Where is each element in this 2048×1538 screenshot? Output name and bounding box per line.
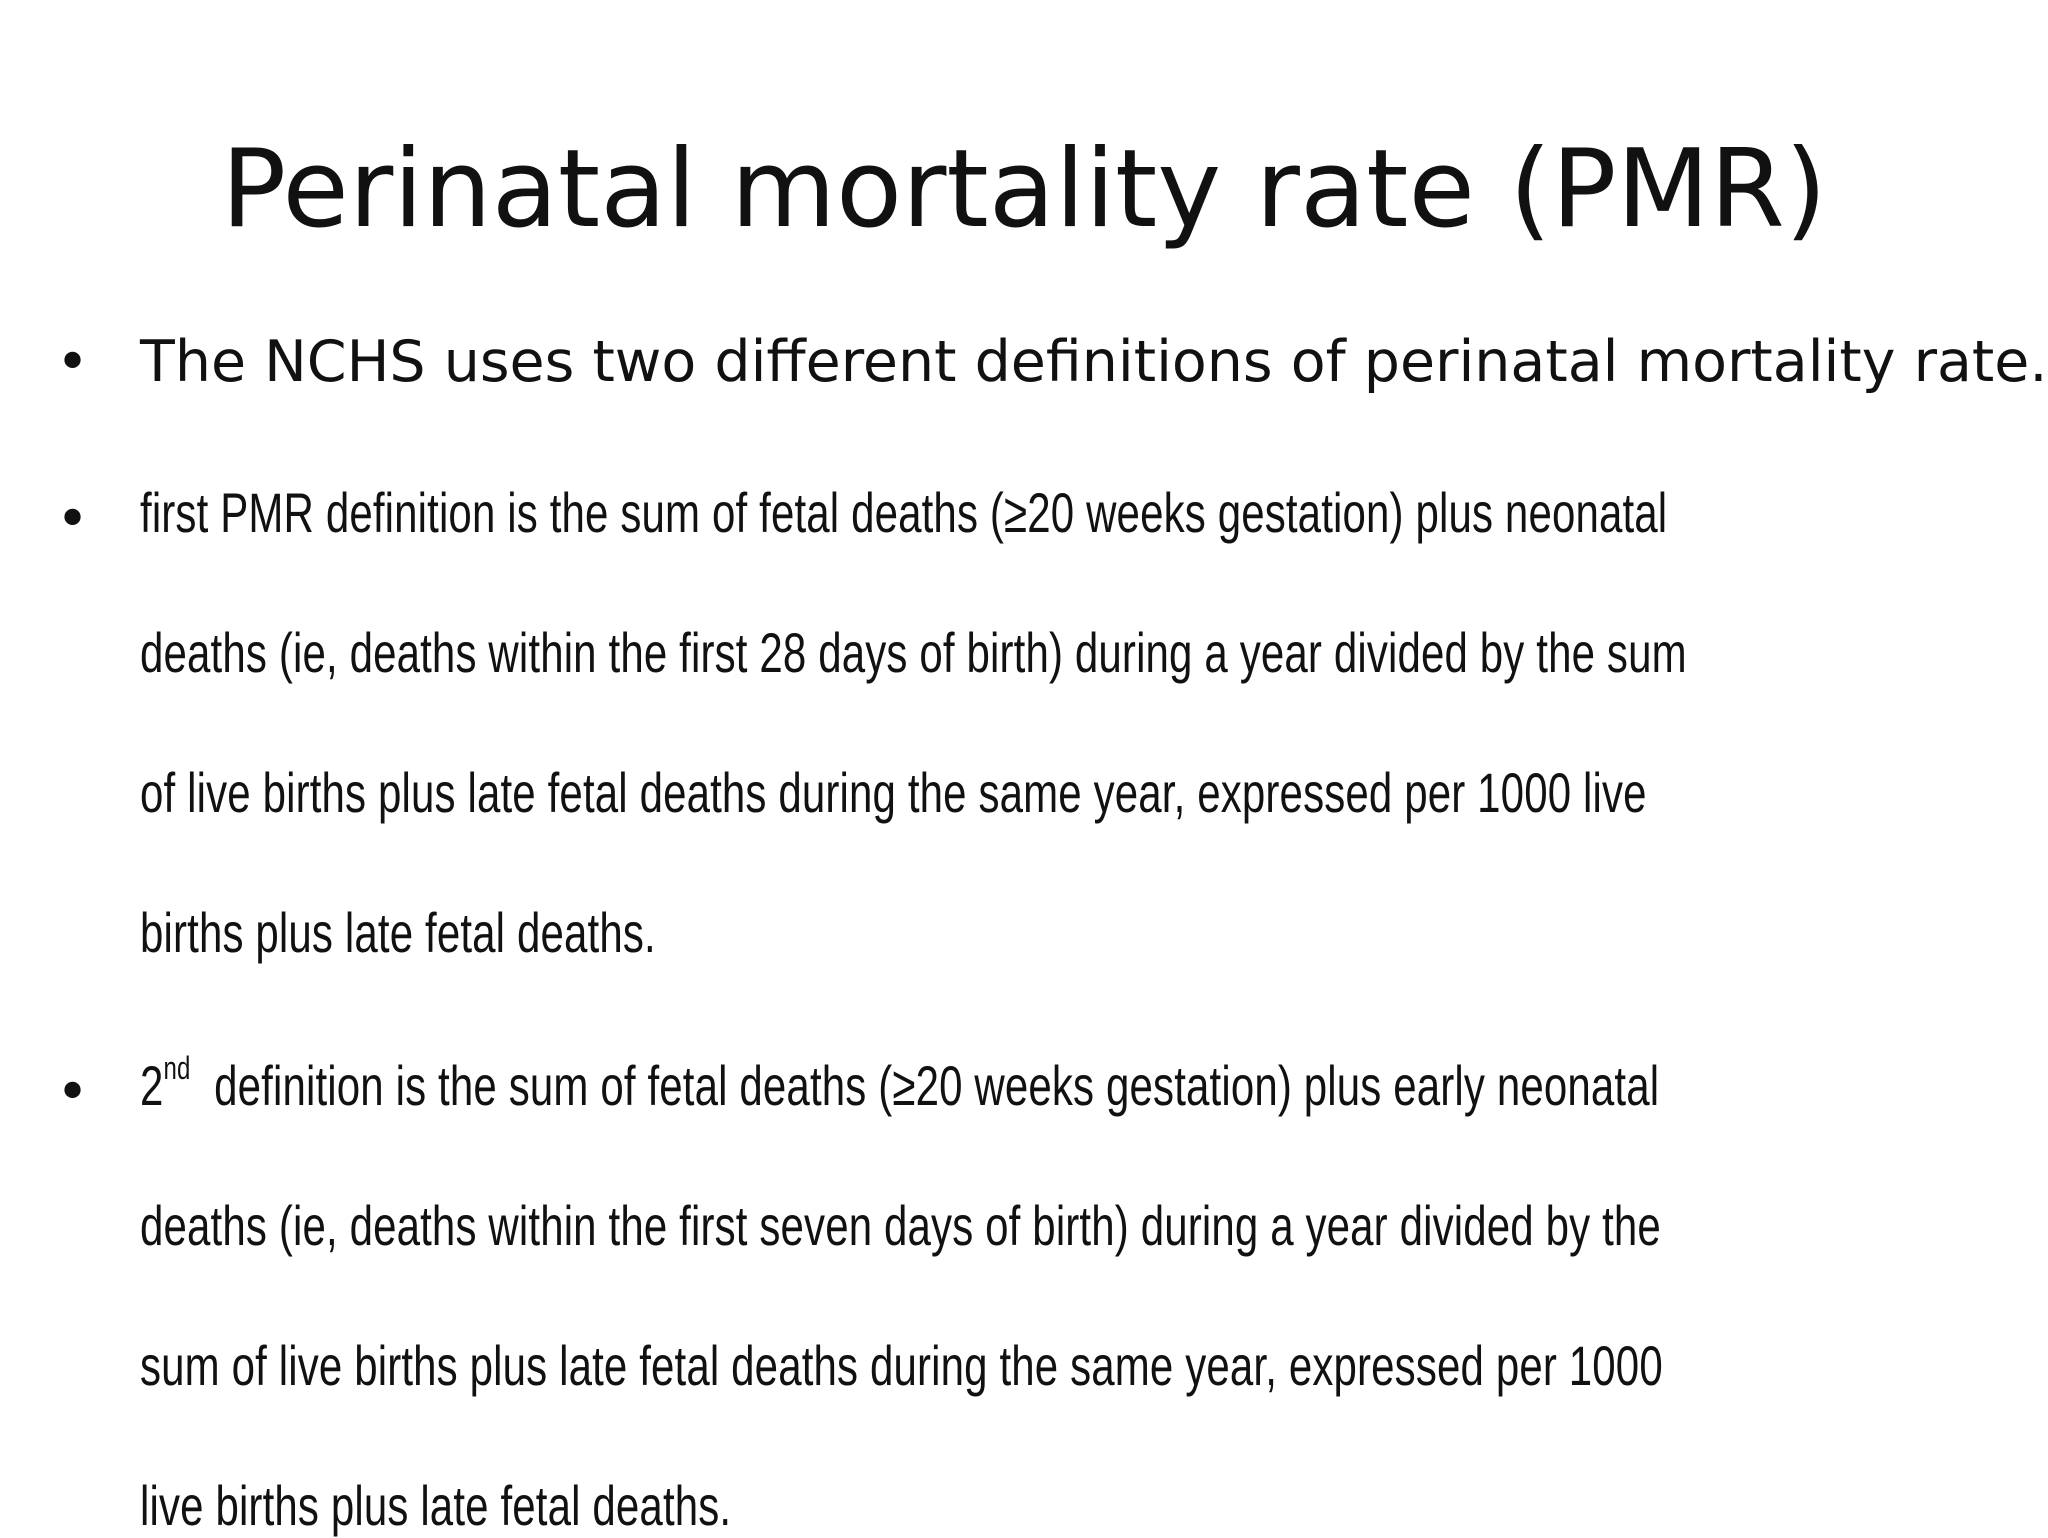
bullet-marker: • bbox=[56, 487, 90, 552]
bullet-3-line-4: live births plus late fetal deaths. bbox=[140, 1474, 732, 1537]
bullet-3-line-3: sum of live births plus late fetal death… bbox=[140, 1334, 1663, 1397]
bullet-marker: • bbox=[56, 330, 90, 395]
bullet-2-line-4: births plus late fetal deaths. bbox=[140, 901, 656, 964]
ordinal-suffix: nd bbox=[163, 1050, 191, 1086]
bullet-3-line-1: 2nd definition is the sum of fetal death… bbox=[140, 1050, 1660, 1118]
ordinal-number: 2 bbox=[140, 1054, 164, 1117]
slide-title: Perinatal mortality rate (PMR) bbox=[221, 127, 1827, 252]
bullet-2-line-3: of live births plus late fetal deaths du… bbox=[140, 761, 1647, 824]
bullet-1-text: The NCHS uses two different definitions … bbox=[140, 329, 2048, 395]
bullet-3-line-1-text: definition is the sum of fetal deaths (≥… bbox=[190, 1054, 1660, 1117]
bullet-2-line-2: deaths (ie, deaths within the first 28 d… bbox=[140, 621, 1687, 684]
bullet-marker: • bbox=[56, 1060, 90, 1125]
bullet-2-line-1: first PMR definition is the sum of fetal… bbox=[140, 481, 1668, 544]
bullet-3-line-2: deaths (ie, deaths within the first seve… bbox=[140, 1194, 1661, 1257]
